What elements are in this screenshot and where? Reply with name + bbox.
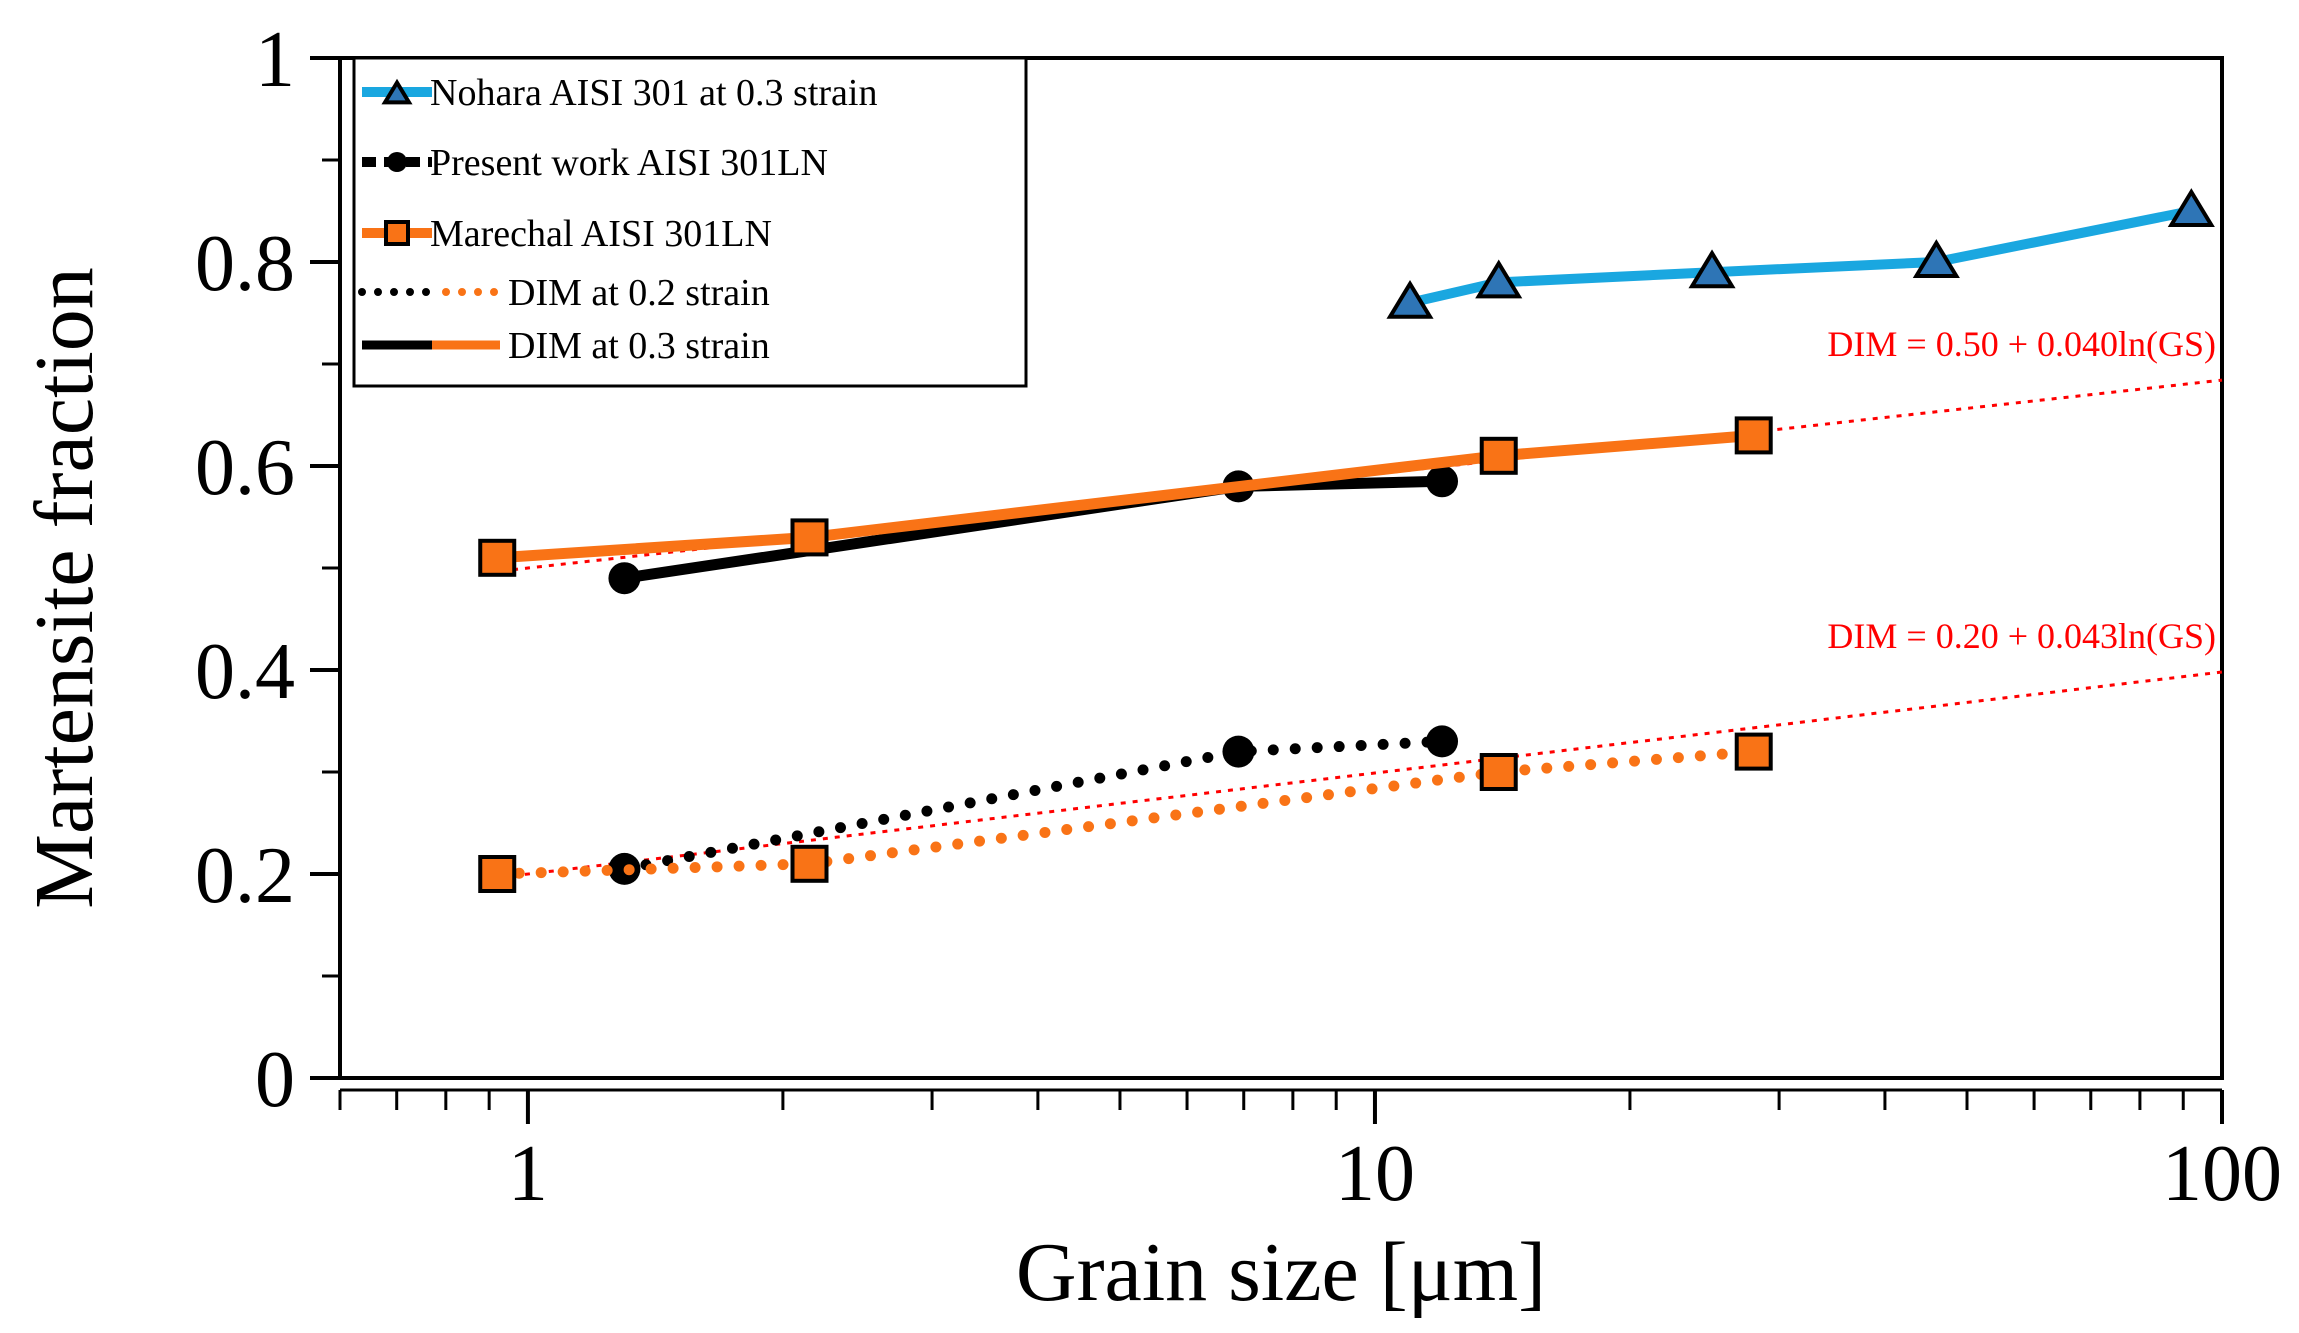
y-tick-label: 1 <box>255 16 295 104</box>
fit-lines: DIM = 0.50 + 0.040ln(GS) DIM = 0.20 + 0.0… <box>489 324 2223 881</box>
data-point <box>790 518 829 557</box>
data-point <box>1734 732 1773 771</box>
series-line <box>618 735 1448 875</box>
legend-label: Marechal AISI 301LN <box>430 213 772 255</box>
series <box>608 725 1459 885</box>
y-tick-label: 0.6 <box>195 424 295 512</box>
legend-box <box>352 56 1028 388</box>
data-point <box>608 562 641 595</box>
data-point <box>1386 279 1434 319</box>
x-tick-label: 10 <box>1335 1130 1415 1218</box>
legend-label: DIM at 0.3 strain <box>508 325 770 367</box>
x-axis-label: Grain size [μm] <box>1016 1226 1546 1319</box>
series <box>1386 188 2215 319</box>
legend-item: Marechal AISI 301LN <box>362 213 772 255</box>
legend-item: DIM at 0.2 strain <box>358 272 770 314</box>
series-line <box>623 475 1443 584</box>
legend-item: Nohara AISI 301 at 0.3 strain <box>362 72 877 114</box>
legend-marker <box>387 152 407 172</box>
data-point <box>2167 188 2215 227</box>
data-point <box>1479 436 1518 475</box>
data-point <box>1734 416 1773 455</box>
data-point <box>1426 725 1459 758</box>
x-tick-label: 1 <box>508 1130 548 1218</box>
y-tick-label: 0 <box>255 1036 295 1124</box>
legend-label: Nohara AISI 301 at 0.3 strain <box>430 72 877 114</box>
data-point <box>478 538 517 577</box>
series-line <box>491 746 1760 880</box>
data-point <box>1688 249 1736 289</box>
series <box>478 416 1773 577</box>
y-axis-label: Martensite fraction <box>18 267 111 908</box>
legend-marker <box>384 220 410 246</box>
legend-label: DIM at 0.2 strain <box>508 272 770 314</box>
legend: Nohara AISI 301 at 0.3 strain Present wor… <box>352 56 1028 388</box>
series <box>478 732 1773 893</box>
data-point <box>478 855 517 893</box>
series-line <box>1408 206 2193 308</box>
legend-item: DIM at 0.3 strain <box>362 325 770 367</box>
data-point <box>1426 465 1459 498</box>
data-point <box>1479 753 1518 791</box>
legend-label: Present work AISI 301LN <box>430 142 828 184</box>
data-point <box>1912 239 1960 278</box>
legend-item: Present work AISI 301LN <box>362 142 828 184</box>
y-tick-label: 0.4 <box>195 628 295 716</box>
axes: 0 0.2 0.4 0.6 0.8 1 1 10 100 <box>195 16 2282 1218</box>
y-tick-label: 0.8 <box>195 220 295 308</box>
fit-equation-label: DIM = 0.50 + 0.040ln(GS) <box>1827 324 2216 364</box>
fit-line <box>489 670 2223 881</box>
data-point <box>1475 259 1523 299</box>
data-series <box>478 188 2215 893</box>
y-tick-label: 0.2 <box>195 832 295 920</box>
data-point <box>1222 735 1255 768</box>
fit-equation-label: DIM = 0.20 + 0.043ln(GS) <box>1827 616 2216 656</box>
data-point <box>790 844 829 883</box>
series <box>608 465 1459 595</box>
series-line <box>496 429 1755 564</box>
x-tick-label: 100 <box>2162 1130 2282 1218</box>
legend-marker <box>381 78 413 105</box>
